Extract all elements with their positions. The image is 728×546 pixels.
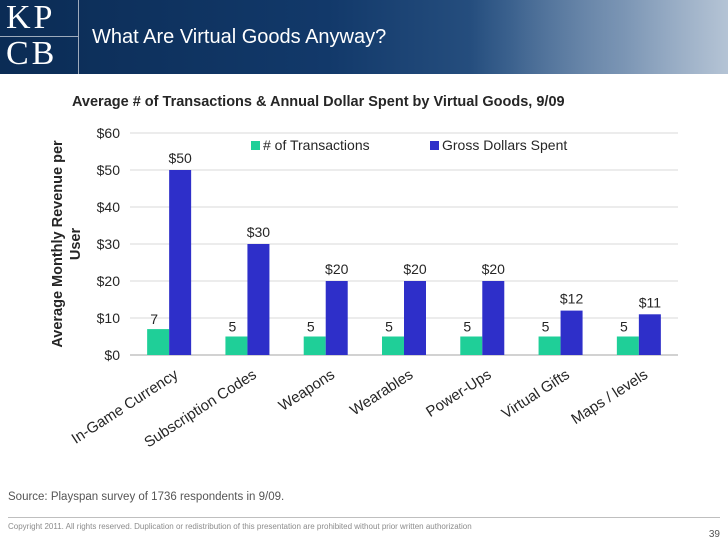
x-category-label: Weapons bbox=[276, 366, 338, 415]
y-tick-label: $50 bbox=[97, 162, 121, 178]
bar-transactions bbox=[147, 329, 170, 355]
y-tick-label: $20 bbox=[97, 273, 121, 289]
bar-gross-dollars bbox=[404, 281, 426, 355]
bar-gross-dollars bbox=[169, 170, 192, 355]
data-label-gross-dollars: $11 bbox=[639, 294, 662, 310]
kpcb-logo: KP CB bbox=[6, 0, 76, 72]
source-note: Source: Playspan survey of 1736 responde… bbox=[8, 491, 285, 503]
header-photo bbox=[470, 0, 728, 74]
logo-line-1: KP bbox=[6, 0, 56, 36]
bar-transactions bbox=[382, 336, 404, 355]
data-label-transactions: 7 bbox=[150, 311, 158, 327]
y-tick-label: $10 bbox=[97, 310, 121, 326]
data-label-transactions: 5 bbox=[463, 319, 471, 335]
bar-transactions bbox=[303, 336, 326, 355]
chart-title: Average # of Transactions & Annual Dolla… bbox=[72, 94, 565, 110]
bar-gross-dollars bbox=[638, 314, 661, 355]
legend-swatch bbox=[251, 141, 260, 150]
footer-divider bbox=[8, 517, 720, 518]
legend-label: # of Transactions bbox=[263, 137, 370, 153]
logo-divider-vertical bbox=[78, 0, 79, 74]
legend-label: Gross Dollars Spent bbox=[442, 137, 567, 153]
data-label-transactions: 5 bbox=[385, 319, 393, 335]
logo-line-2: CB bbox=[6, 35, 58, 72]
x-category-label: Virtual Gifts bbox=[499, 366, 573, 422]
y-tick-label: $60 bbox=[97, 125, 121, 141]
y-tick-label: $0 bbox=[104, 347, 120, 363]
bar-gross-dollars bbox=[560, 310, 583, 355]
data-label-transactions: 5 bbox=[229, 319, 237, 335]
data-label-transactions: 5 bbox=[620, 319, 628, 335]
x-category-label: Maps / levels bbox=[568, 366, 651, 428]
slide-title: What Are Virtual Goods Anyway? bbox=[92, 26, 387, 48]
x-category-label: Power-Ups bbox=[423, 366, 494, 421]
bar-transactions bbox=[460, 336, 483, 355]
header-banner: KP CB What Are Virtual Goods Anyway? bbox=[0, 0, 728, 74]
data-label-gross-dollars: $20 bbox=[325, 261, 349, 277]
bar-transactions bbox=[538, 336, 561, 355]
y-tick-label: $40 bbox=[97, 199, 121, 215]
data-label-gross-dollars: $50 bbox=[168, 150, 192, 166]
data-label-gross-dollars: $20 bbox=[482, 261, 506, 277]
x-category-label: Wearables bbox=[347, 366, 416, 419]
copyright-notice: Copyright 2011. All rights reserved. Dup… bbox=[8, 522, 472, 531]
data-label-gross-dollars: $30 bbox=[247, 224, 271, 240]
data-label-gross-dollars: $20 bbox=[403, 261, 427, 277]
bar-gross-dollars bbox=[325, 281, 348, 355]
bar-transactions bbox=[225, 336, 248, 355]
page-number: 39 bbox=[708, 529, 720, 540]
data-label-gross-dollars: $12 bbox=[560, 291, 584, 307]
legend-swatch bbox=[430, 141, 439, 150]
logo-divider-horizontal bbox=[0, 36, 78, 37]
bar-gross-dollars bbox=[247, 244, 270, 355]
y-axis-label: Average Monthly Revenue per User bbox=[50, 140, 84, 348]
data-label-transactions: 5 bbox=[307, 319, 315, 335]
data-label-transactions: 5 bbox=[542, 319, 550, 335]
bar-gross-dollars bbox=[482, 281, 505, 355]
bar-transactions bbox=[616, 336, 639, 355]
y-tick-label: $30 bbox=[97, 236, 121, 252]
